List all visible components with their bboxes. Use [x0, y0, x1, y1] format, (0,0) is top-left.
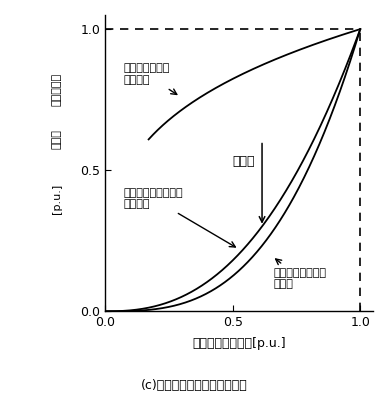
Text: 省電力: 省電力 — [233, 155, 255, 168]
X-axis label: 風量，回転速度　[p.u.]: 風量，回転速度 [p.u.] — [192, 338, 286, 351]
Text: (c)　　軸動力，消費電力特性: (c) 軸動力，消費電力特性 — [140, 379, 248, 392]
Text: ダンパ制御時の
消費電力: ダンパ制御時の 消費電力 — [123, 63, 177, 94]
Text: 軸動力: 軸動力 — [52, 130, 62, 149]
Text: インバータ駆動時の
消費電力: インバータ駆動時の 消費電力 — [123, 187, 236, 247]
Text: 回転速度制御時の
軸動力: 回転速度制御時の 軸動力 — [274, 259, 327, 289]
Text: [p.u.]: [p.u.] — [52, 184, 62, 214]
Text: 消費電力・: 消費電力・ — [52, 73, 62, 106]
